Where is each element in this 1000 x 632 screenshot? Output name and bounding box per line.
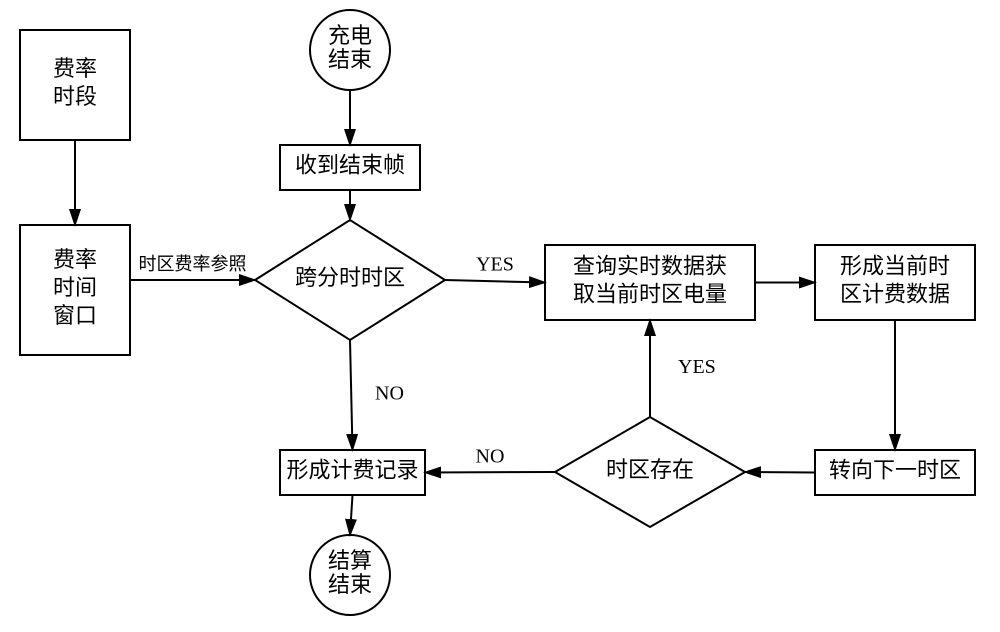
svg-text:NO: NO xyxy=(375,383,404,405)
svg-text:YES: YES xyxy=(678,356,716,378)
svg-text:形成当前时: 形成当前时 xyxy=(840,254,950,279)
svg-text:查询实时数据获: 查询实时数据获 xyxy=(573,254,727,279)
svg-text:区计费数据: 区计费数据 xyxy=(840,282,950,307)
edge-cross-no xyxy=(350,340,353,450)
svg-text:收到结束帧: 收到结束帧 xyxy=(295,153,405,178)
svg-text:NO: NO xyxy=(476,446,505,468)
svg-text:转向下一时区: 转向下一时区 xyxy=(829,458,961,483)
svg-text:时段: 时段 xyxy=(53,84,97,109)
svg-text:形成计费记录: 形成计费记录 xyxy=(286,458,418,483)
svg-text:跨分时时区: 跨分时时区 xyxy=(295,265,405,290)
edge-exists-no xyxy=(425,472,555,473)
svg-text:时间: 时间 xyxy=(53,275,97,300)
svg-text:时区存在: 时区存在 xyxy=(606,457,694,482)
svg-text:结算: 结算 xyxy=(328,548,372,573)
edge-record-to-settle xyxy=(350,495,353,535)
svg-text:YES: YES xyxy=(476,254,514,276)
svg-text:窗口: 窗口 xyxy=(53,303,97,328)
svg-text:充电: 充电 xyxy=(328,23,372,48)
edge-next-to-exists xyxy=(745,472,815,473)
svg-text:结束: 结束 xyxy=(328,572,372,597)
svg-text:费率: 费率 xyxy=(53,247,97,272)
svg-text:时区费率参照: 时区费率参照 xyxy=(139,254,247,274)
svg-text:费率: 费率 xyxy=(53,56,97,81)
svg-text:结束: 结束 xyxy=(328,47,372,72)
svg-text:取当前时区电量: 取当前时区电量 xyxy=(573,282,727,307)
edge-cross-yes xyxy=(445,280,545,283)
